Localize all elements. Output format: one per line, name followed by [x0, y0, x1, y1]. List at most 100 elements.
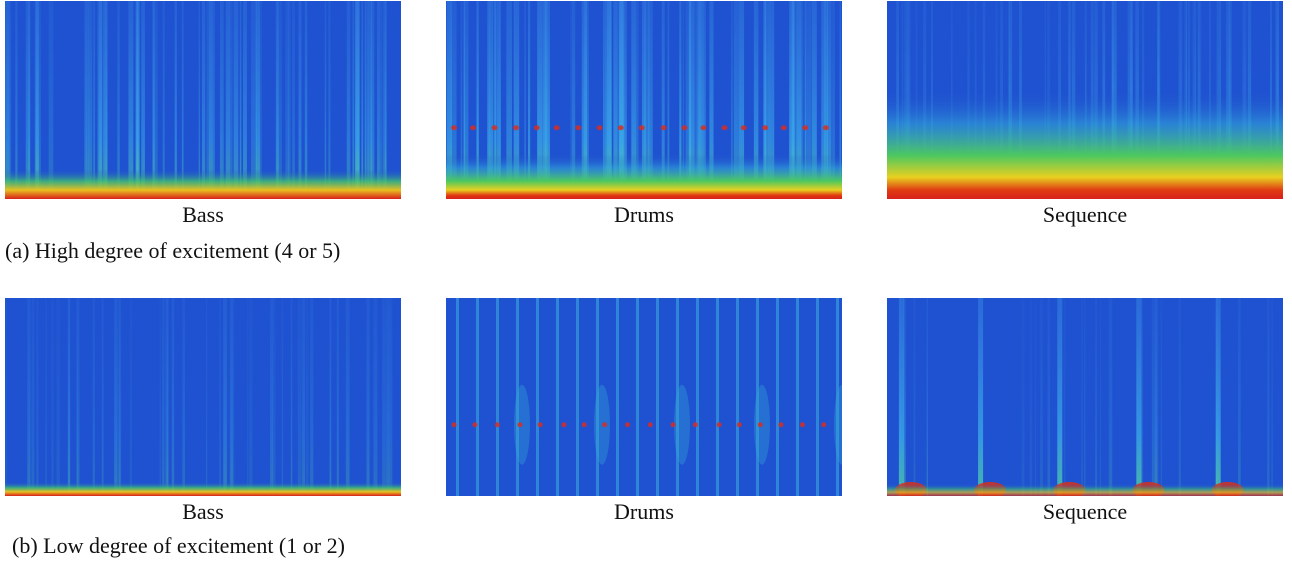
stripe	[1151, 298, 1155, 496]
stripe	[804, 1, 806, 199]
onset	[736, 422, 742, 428]
stripe	[209, 1, 213, 199]
stripe	[603, 1, 607, 199]
burst	[594, 384, 610, 465]
onset	[647, 422, 653, 428]
stripe	[219, 1, 224, 199]
stripe	[117, 298, 120, 496]
stripe	[304, 1, 308, 199]
stripe	[756, 298, 759, 496]
stripe	[379, 1, 383, 199]
stripe	[913, 298, 916, 496]
stripe	[514, 1, 520, 199]
onset	[625, 422, 631, 428]
onset	[700, 125, 707, 131]
caption: (b) Low degree of excitement (1 or 2)	[12, 533, 345, 558]
stripe	[631, 1, 637, 199]
stripe	[1271, 298, 1273, 496]
stripe	[85, 1, 90, 199]
stripe	[771, 1, 775, 199]
onset	[451, 422, 457, 428]
stripe	[676, 298, 679, 496]
stripe	[816, 298, 819, 496]
stripe	[228, 1, 233, 199]
stripe	[1081, 298, 1083, 496]
stripe	[702, 1, 706, 199]
onset	[517, 422, 523, 428]
stripe	[537, 1, 543, 199]
stripe	[736, 298, 739, 496]
stripe	[223, 298, 228, 496]
stripe	[544, 1, 550, 199]
stripe	[117, 1, 120, 199]
stripe	[1160, 298, 1163, 496]
stripe	[370, 1, 375, 199]
onset	[802, 125, 809, 131]
stripe	[290, 298, 293, 496]
stripe	[135, 1, 139, 199]
stripe	[682, 1, 685, 199]
stripe	[166, 298, 169, 496]
stripe	[460, 1, 463, 199]
onset	[617, 125, 624, 131]
stripe	[377, 1, 380, 199]
onset	[740, 125, 747, 131]
stripe	[776, 298, 779, 496]
stripe	[679, 1, 682, 199]
stripe	[198, 1, 200, 199]
panel-label: Drums	[614, 499, 674, 524]
onset	[670, 422, 676, 428]
stripe	[298, 1, 302, 199]
stripe	[738, 1, 745, 199]
stripe	[605, 1, 611, 199]
panel-label: Bass	[182, 499, 224, 524]
stripe	[249, 298, 253, 496]
stripe	[206, 1, 210, 199]
stripe	[603, 1, 605, 199]
stripe	[31, 298, 35, 496]
stripe	[287, 1, 291, 199]
stripe	[302, 298, 306, 496]
onset	[780, 125, 787, 131]
stripe	[329, 298, 332, 496]
onset	[716, 422, 722, 428]
stripe	[636, 298, 639, 496]
stripe	[667, 1, 670, 199]
stripe	[346, 1, 351, 199]
stripe	[1155, 298, 1159, 496]
stripe	[5, 1, 10, 199]
onset	[602, 422, 608, 428]
stripe	[297, 298, 302, 496]
onset	[491, 125, 498, 131]
stripe	[270, 298, 274, 496]
panel-label: Drums	[614, 202, 674, 227]
onset	[575, 125, 582, 131]
stripe	[811, 1, 817, 199]
stripe	[364, 1, 369, 199]
stripe	[586, 1, 589, 199]
stripe	[636, 1, 639, 199]
stripe	[494, 1, 496, 199]
stripe	[836, 298, 839, 496]
stripe	[456, 298, 459, 496]
onset	[561, 422, 567, 428]
onset	[721, 125, 728, 131]
stripe	[513, 1, 515, 199]
stripe	[1063, 298, 1066, 496]
stripe	[388, 298, 393, 496]
stripe	[753, 1, 759, 199]
stripe	[821, 1, 828, 199]
spectrogram	[5, 298, 401, 496]
stripe	[367, 1, 373, 199]
onset	[533, 125, 540, 131]
stripe	[528, 1, 531, 199]
stripe	[688, 1, 695, 199]
caption: (a) High degree of excitement (4 or 5)	[5, 238, 340, 263]
stripe	[1029, 298, 1032, 496]
stripe	[656, 298, 659, 496]
stripe	[832, 1, 835, 199]
onset	[638, 125, 645, 131]
stripe	[463, 1, 469, 199]
onset	[762, 125, 769, 131]
